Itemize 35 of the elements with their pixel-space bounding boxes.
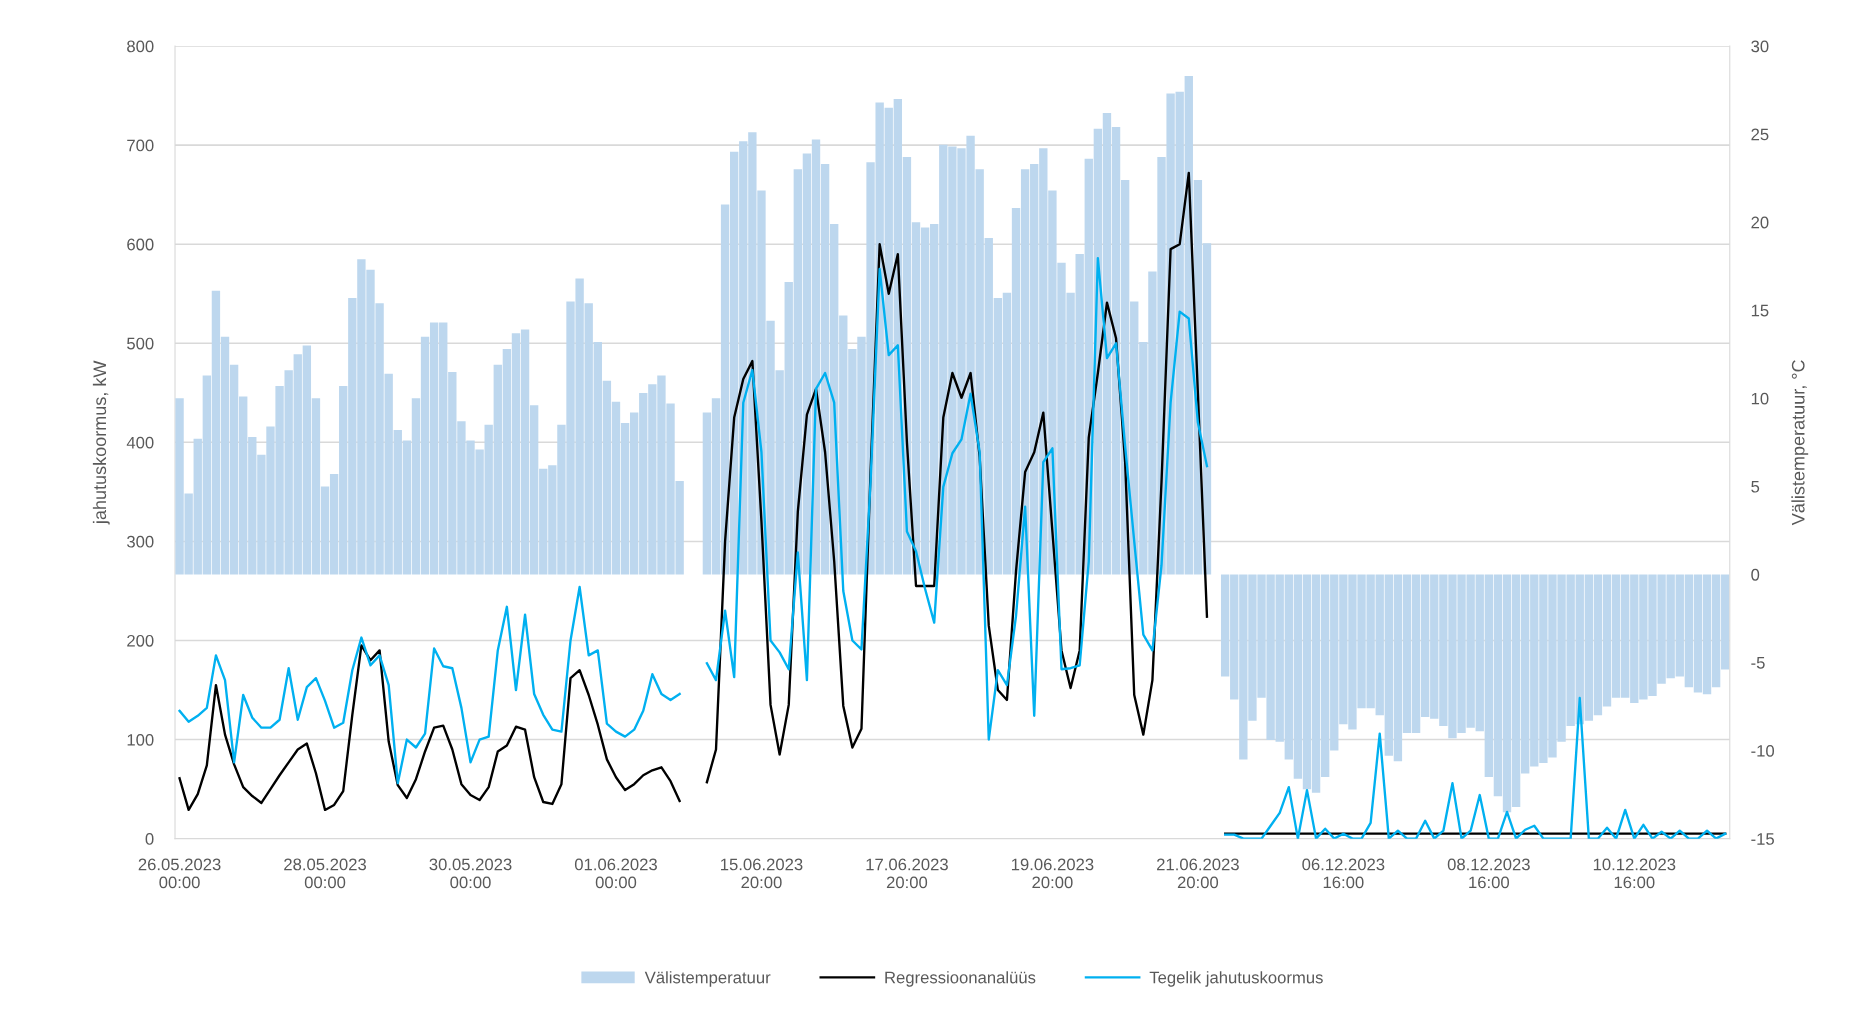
x-tick-label: 26.05.2023 00:00 xyxy=(138,858,221,889)
y2-tick-label: 5 xyxy=(1751,480,1760,493)
y-tick-label: 0 xyxy=(145,833,154,845)
legend-label: Tegelik jahutuskoormus xyxy=(1149,971,1323,987)
x-tick-label: 30.05.2023 00:00 xyxy=(429,858,512,889)
legend-label: Välistemperatuur xyxy=(644,971,771,987)
y-tick-label: 300 xyxy=(127,535,154,548)
y-tick-label: 600 xyxy=(127,238,154,251)
x-tick-label: 06.12.2023 16:00 xyxy=(1302,858,1385,889)
y2-tick-label: 0 xyxy=(1751,568,1760,581)
y2-tick-label: -10 xyxy=(1751,744,1775,757)
y2-tick-label: 20 xyxy=(1751,216,1769,229)
y-tick-label: 400 xyxy=(126,436,154,449)
x-tick-label: 17.06.2023 20:00 xyxy=(866,858,948,889)
y-tick-label: 700 xyxy=(127,139,154,152)
y2-tick-label: -15 xyxy=(1751,833,1774,845)
x-tick-label: 08.12.2023 16:00 xyxy=(1447,858,1530,889)
y2-tick-label: -5 xyxy=(1751,657,1765,669)
x-tick-label: 01.06.2023 00:00 xyxy=(574,858,657,889)
y2-axis-title: Välistemperatuur, °C xyxy=(1791,360,1809,526)
y-tick-label: 100 xyxy=(127,733,154,746)
x-tick-label: 10.12.2023 16:00 xyxy=(1593,858,1676,889)
y2-tick-label: 30 xyxy=(1751,40,1769,53)
y-tick-label: 200 xyxy=(127,634,154,647)
x-tick-label: 19.06.2023 20:00 xyxy=(1011,858,1094,889)
x-tick-label: 15.06.2023 20:00 xyxy=(721,858,803,889)
x-tick-label: 28.05.2023 00:00 xyxy=(284,858,367,889)
y-tick-label: 800 xyxy=(127,40,154,53)
y2-tick-label: 15 xyxy=(1751,304,1769,317)
y-axis-title: jahutuskoormus, kW xyxy=(92,360,110,525)
y2-tick-label: 10 xyxy=(1751,392,1769,405)
legend-label: Regressioonanalüüs xyxy=(885,971,1036,987)
y2-tick-label: 25 xyxy=(1751,128,1769,141)
y-tick-label: 500 xyxy=(127,337,154,350)
x-tick-label: 21.06.2023 20:00 xyxy=(1157,858,1239,889)
